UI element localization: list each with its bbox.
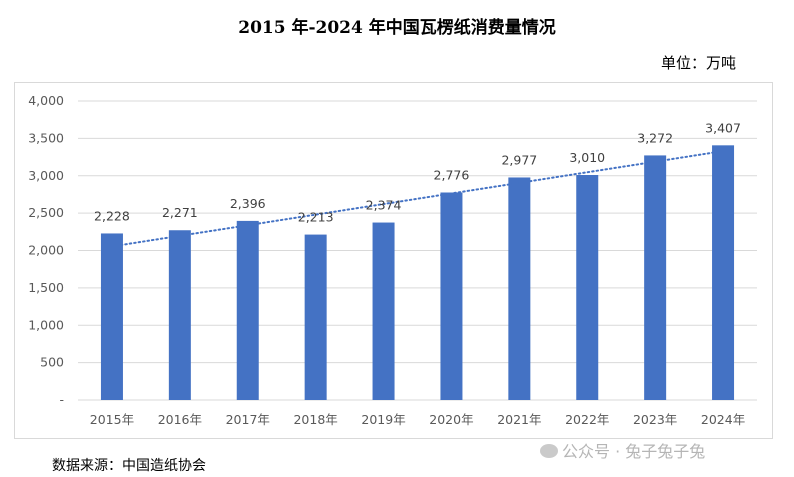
data-label: 3,272: [637, 130, 673, 145]
bar: [644, 155, 667, 400]
x-tick-label: 2024年: [701, 412, 745, 427]
y-tick-label: 500: [40, 355, 64, 370]
x-tick-label: 2020年: [429, 412, 473, 427]
x-tick-label: 2021年: [497, 412, 541, 427]
bar: [712, 145, 735, 400]
bar: [440, 192, 463, 400]
gridlines: [78, 100, 757, 401]
bar: [304, 234, 327, 400]
data-label: 2,271: [162, 205, 198, 220]
chart-area: [14, 82, 773, 439]
x-tick-label: 2019年: [361, 412, 405, 427]
chart-title: 2015 年-2024 年中国瓦楞纸消费量情况: [238, 18, 556, 38]
x-tick-label: 2018年: [293, 412, 337, 427]
x-tick-label: 2015年: [90, 412, 134, 427]
watermark-text: 公众号 · 兔子兔子兔: [562, 442, 706, 461]
bar: [372, 222, 395, 400]
source-note: 数据来源：中国造纸协会: [52, 458, 206, 474]
bar: [508, 177, 531, 400]
y-axis-ticks: - 500 1,000 1,500 2,000 2,500 3,000 3,500 4,000: [28, 93, 64, 407]
y-tick-label: 1,500: [28, 280, 64, 295]
unit-label: 单位：万吨: [660, 54, 736, 72]
bar: [168, 230, 191, 400]
y-tick-label: 2,500: [28, 205, 64, 220]
data-label: 3,407: [705, 120, 741, 135]
bar: [100, 233, 123, 400]
bars: [100, 145, 735, 400]
y-tick-label: 3,500: [28, 130, 64, 145]
y-tick-label: 3,000: [28, 168, 64, 183]
watermark: 公众号 · 兔子兔子兔: [540, 438, 705, 462]
data-label: 2,977: [501, 152, 537, 167]
y-tick-label: -: [59, 392, 64, 407]
data-label: 2,396: [230, 196, 266, 211]
y-tick-label: 2,000: [28, 243, 64, 258]
data-label: 2,213: [298, 210, 334, 225]
x-tick-label: 2016年: [158, 412, 202, 427]
x-tick-label: 2022年: [565, 412, 609, 427]
data-label: 2,776: [434, 167, 470, 182]
data-label: 3,010: [569, 150, 605, 165]
data-label: 2,374: [366, 198, 402, 213]
trendline: [110, 150, 725, 248]
bar: [236, 220, 259, 400]
data-label: 2,228: [94, 208, 130, 223]
y-tick-label: 4,000: [28, 93, 64, 108]
wechat-icon: [540, 444, 558, 458]
x-axis-ticks: 2015年 2016年 2017年 2018年 2019年 2020年 2021年 2022年…: [90, 412, 745, 427]
y-tick-label: 1,000: [28, 317, 64, 332]
x-tick-label: 2023年: [633, 412, 677, 427]
data-labels: 2,228 2,271 2,396 2,213 2,374 2,776 2,977 3,010…: [94, 120, 741, 224]
x-tick-label: 2017年: [226, 412, 270, 427]
bar: [576, 175, 599, 400]
trendline-group: [110, 150, 725, 248]
